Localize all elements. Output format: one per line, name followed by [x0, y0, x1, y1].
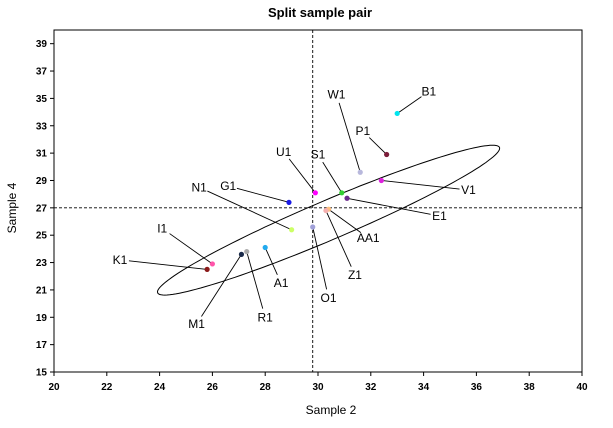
x-tick-label: 20 — [48, 382, 60, 393]
leader-lines — [128, 96, 460, 317]
leader-line-n1 — [207, 190, 292, 231]
point-b1 — [394, 110, 400, 117]
point-label-g1: G1 — [220, 179, 236, 193]
leader-line-s1 — [322, 161, 343, 194]
y-tick-label: 39 — [36, 39, 48, 50]
point-label-e1: E1 — [432, 209, 447, 223]
data-points — [204, 110, 400, 272]
y-tick-label: 25 — [36, 231, 48, 242]
leader-line-a1 — [264, 247, 278, 276]
point-u1 — [312, 190, 318, 196]
point-labels: B1 P1 W1 S1 V1 E1 U1 G1 AA1 N1 Z1 O1 I1 K1 A1 R1 M1 — [113, 85, 476, 332]
point-label-o1: O1 — [321, 291, 337, 305]
confidence-ellipse — [156, 144, 501, 296]
reference-lines — [54, 30, 582, 372]
x-tick-label: 34 — [418, 382, 430, 393]
leader-line-k1 — [128, 260, 208, 270]
chart-title: Split sample pair — [268, 5, 372, 20]
x-tick-label: 26 — [207, 382, 219, 393]
y-tick-label: 19 — [36, 313, 48, 324]
point-label-r1: R1 — [258, 310, 274, 324]
point-label-a1: A1 — [274, 276, 289, 290]
leader-line-o1 — [312, 226, 328, 290]
point-m1 — [238, 251, 245, 257]
y-tick-label: 33 — [36, 121, 48, 132]
point-label-s1: S1 — [311, 147, 326, 161]
leader-line-e1 — [346, 197, 431, 215]
leader-line-u1 — [288, 158, 316, 194]
point-label-u1: U1 — [276, 145, 292, 159]
point-o1 — [310, 224, 316, 230]
y-tick-label: 37 — [36, 67, 48, 78]
point-a1 — [262, 244, 268, 251]
x-tick-label: 36 — [471, 382, 483, 393]
leader-line-aa1 — [328, 208, 362, 234]
leader-line-v1 — [381, 180, 460, 190]
point-label-v1: V1 — [461, 183, 476, 197]
y-tick-label: 29 — [36, 176, 48, 187]
point-w1 — [357, 169, 363, 175]
point-label-b1: B1 — [422, 85, 437, 99]
point-i1 — [209, 261, 215, 267]
y-axis-title: Sample 4 — [5, 182, 19, 233]
x-tick-label: 32 — [365, 382, 377, 393]
y-tick-label: 27 — [36, 203, 48, 214]
y-tick-label: 31 — [36, 149, 48, 160]
leader-line-m1 — [201, 254, 242, 317]
point-e1 — [344, 195, 350, 201]
leader-line-r1 — [246, 251, 264, 309]
x-tick-label: 38 — [524, 382, 536, 393]
leader-line-z1 — [325, 210, 352, 267]
leader-line-i1 — [169, 233, 213, 265]
leader-line-p1 — [368, 137, 387, 155]
x-tick-label: 24 — [154, 382, 166, 393]
point-p1 — [384, 151, 390, 158]
x-tick-label: 30 — [312, 382, 324, 393]
point-label-w1: W1 — [327, 87, 345, 101]
point-v1 — [378, 177, 384, 184]
point-z1 — [323, 207, 329, 214]
point-label-m1: M1 — [188, 317, 205, 331]
point-r1 — [244, 249, 250, 255]
plot-area-border — [53, 29, 583, 373]
y-tick-label: 21 — [36, 285, 48, 296]
point-label-z1: Z1 — [348, 268, 362, 282]
y-tick-label: 17 — [36, 340, 48, 351]
x-tick-label: 28 — [260, 382, 272, 393]
x-tick-label: 22 — [101, 382, 113, 393]
point-k1 — [204, 266, 210, 272]
y-tick-label: 23 — [36, 258, 48, 269]
x-axis-title: Sample 2 — [306, 403, 357, 417]
ellipse-outline — [156, 144, 501, 296]
point-label-n1: N1 — [192, 180, 208, 194]
point-g1 — [286, 199, 292, 205]
leader-line-g1 — [236, 187, 290, 203]
point-s1 — [339, 190, 345, 196]
point-label-i1: I1 — [157, 221, 167, 235]
leader-line-w1 — [338, 102, 361, 173]
y-axis-ticks: 15 17 19 21 23 25 27 29 31 33 35 37 39 — [36, 39, 54, 379]
y-tick-label: 35 — [36, 94, 48, 105]
leader-line-b1 — [396, 96, 422, 114]
plot-frame — [53, 29, 583, 373]
point-label-k1: K1 — [113, 253, 128, 267]
point-label-aa1: AA1 — [357, 231, 380, 245]
x-axis-ticks: 20 22 24 26 28 30 32 34 36 38 40 — [48, 372, 588, 393]
x-tick-label: 40 — [576, 382, 588, 393]
point-label-p1: P1 — [356, 124, 371, 138]
y-tick-label: 15 — [36, 368, 48, 379]
point-n1 — [289, 227, 295, 233]
